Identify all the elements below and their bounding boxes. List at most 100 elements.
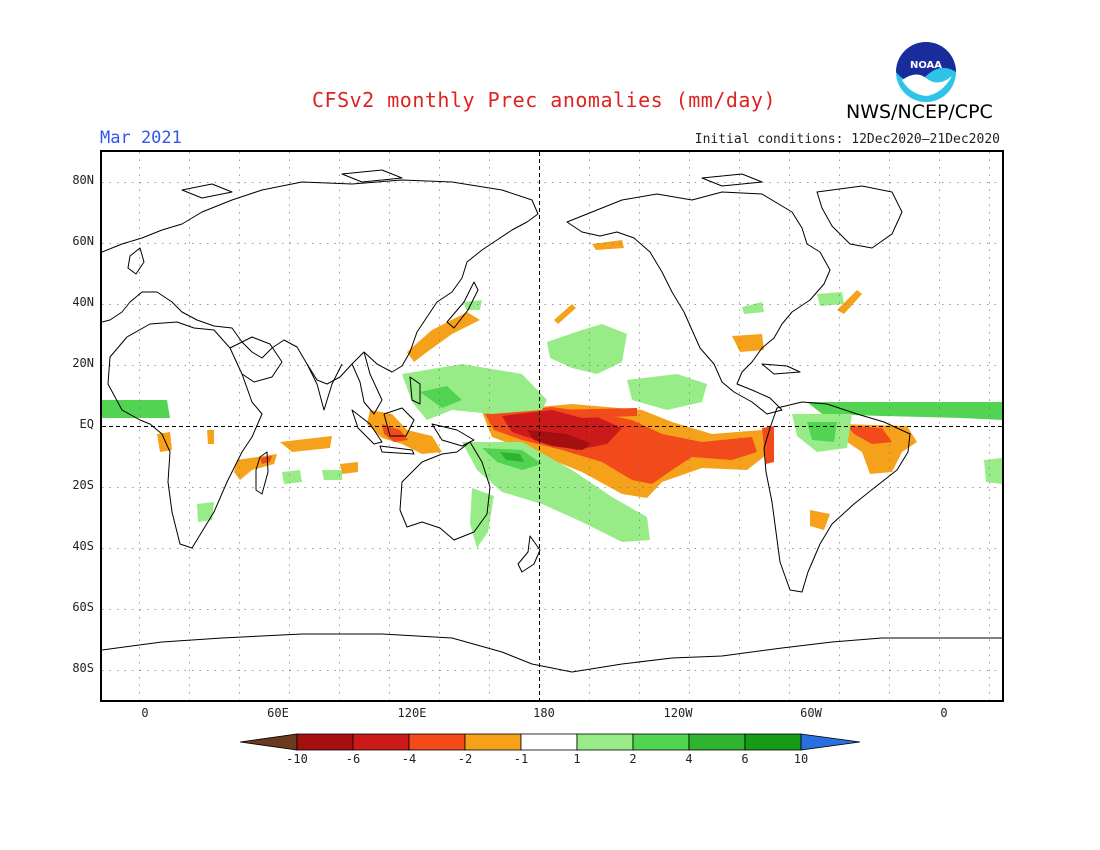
lon-label: 0 [940,706,948,720]
noaa-logo-icon: NOAA [896,42,956,102]
dry-region-south-indian-ocean [280,436,332,452]
lat-lon-grid [102,152,1002,700]
map-title: CFSv2 monthly Prec anomalies (mm/day) [312,88,777,112]
wet-region-west-pacific [402,364,547,420]
wet-region-indian-south [322,470,342,480]
coast-new-zealand [517,535,541,573]
lat-label: 60N [72,234,94,248]
colorbar-swatch [632,733,690,751]
colorbar-label: 2 [629,752,637,766]
lon-label: 0 [141,706,149,720]
coast-arctic-islands [181,169,763,199]
wet-region-spcz-deep [500,452,524,462]
lat-label: 40S [72,539,94,553]
colorbar-label: -6 [345,752,361,766]
coast-sumatra [351,409,383,445]
coast-java [379,445,415,455]
colorbar-swatch [520,733,578,751]
coast-borneo [383,407,415,437]
coast-antarctica [102,633,1002,673]
colorbar-swatch [688,733,746,751]
logo-text: NOAA [910,60,942,71]
lat-label: 80S [72,661,94,675]
colorbar-swatch-lt-10 [240,733,298,751]
lon-label: 120E [397,706,427,720]
colorbar-label: 10 [793,752,809,766]
coast-australia [399,441,491,541]
colorbar-swatch [352,733,410,751]
wet-region-caribbean [742,302,764,314]
colorbar-label: -10 [286,752,308,766]
coast-india [306,363,343,411]
dry-region-north-atlantic [837,290,862,314]
dry-core-dateline-deep [527,430,592,450]
coast-philippines [409,376,421,405]
lat-label: 60S [72,600,94,614]
lat-label: 20S [72,478,94,492]
dry-region-alaska [592,240,624,250]
colorbar-label: -4 [401,752,417,766]
coast-eurasia [102,179,539,385]
forecast-month: Mar 2021 [100,128,182,148]
dry-region-gulf-mexico [732,334,764,352]
wet-region-atlantic-east [984,458,1002,484]
wet-region-east-australia [470,488,494,548]
colorbar-label: 1 [573,752,581,766]
coast-new-guinea [431,423,475,447]
coast-greenland [816,185,903,249]
coast-britain [127,247,145,275]
dry-region-brazil-core [847,426,892,444]
lon-label: 120W [663,706,693,720]
coast-arabia [229,336,283,383]
wet-region-amazon-core [807,422,837,442]
coast-japan [446,281,479,329]
colorbar-swatch [464,733,522,751]
lon-label: 60W [800,706,822,720]
dry-region-indian-blob [340,462,358,474]
colorbar [240,733,861,751]
lon-label: 60E [267,706,289,720]
wet-region-ne-pacific [547,324,627,374]
wet-region-gulf-guinea [102,400,170,418]
wet-region-spcz [462,442,650,542]
initial-conditions: Initial conditions: 12Dec2020–21Dec2020 [694,132,1000,147]
wet-region-west-pacific-core [420,386,462,408]
dry-region-east-of-japan [407,312,480,362]
coast-north-america [566,191,831,415]
colorbar-label: 6 [741,752,749,766]
coast-madagascar [255,451,269,495]
dry-region-africa-west [157,432,172,452]
colorbar-swatch [576,733,634,751]
coastlines [102,169,1002,673]
wet-region-japan [464,300,482,310]
dry-region-north-pacific [554,304,576,324]
colorbar-label: -2 [457,752,473,766]
coast-caribbean [761,363,801,375]
colorbar-swatch-gt-10 [800,733,861,751]
dry-region-madagascar-core [260,456,272,464]
coast-south-america [763,401,911,593]
colorbar-swatch [744,733,802,751]
lat-label: 20N [72,356,94,370]
wet-region-south-africa [197,502,214,522]
colorbar-label: 4 [685,752,693,766]
colorbar-swatch [408,733,466,751]
colorbar-swatch [296,733,354,751]
precip-anomaly-map [102,152,1002,700]
agency-label: NWS/NCEP/CPC [846,101,993,123]
anomaly-shading [102,240,1002,548]
lat-label: EQ [79,417,94,431]
coast-africa [107,321,263,549]
coast-se-asia [351,351,383,415]
wet-region-equatorial-atlantic [807,402,1002,420]
map-frame [100,150,1004,702]
dry-core-dateline [502,410,622,450]
wet-region-ne-pacific-east [627,374,707,410]
dry-region-africa-east [207,430,214,444]
dry-band-equator-north [552,408,637,418]
lon-label: 180 [533,706,555,720]
colorbar-label: -1 [513,752,529,766]
dry-region-south-america-south [810,510,830,530]
wet-region-north-atlantic [817,292,844,306]
wet-region-indian-small [282,470,302,484]
